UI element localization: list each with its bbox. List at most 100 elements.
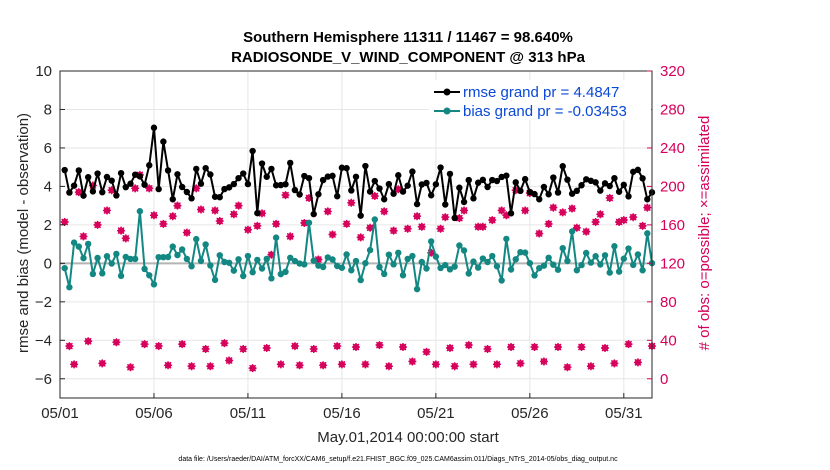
rmse-point [103,173,111,181]
y-tick-label-right: 160 [660,217,685,234]
obs-assimilated-point [140,340,149,349]
obs-assimilated-point [398,343,407,352]
obs-assimilated-point [220,339,229,348]
obs-assimilated-point [290,342,299,351]
bias-point [395,249,402,256]
obs-assimilated-point [121,234,130,243]
bias-point [611,243,618,250]
y-tick-label-left: 6 [44,140,52,157]
obs-assimilated-point [168,212,177,221]
bias-point [282,268,289,276]
bias-point [108,260,115,267]
obs-assimilated-point [478,222,487,231]
rmse-point [474,179,482,186]
y-axis-label-right: # of obs: o=possible; ×=assimilated [696,116,713,351]
bias-point [507,266,515,273]
rmse-point [141,181,148,188]
rmse-point [390,190,397,197]
bias-point [399,272,407,279]
bias-point [94,254,101,262]
obs-assimilated-point [206,362,215,371]
bias-point [470,258,477,265]
bias-point [517,248,524,256]
obs-assimilated-point [286,232,295,241]
obs-assimilated-point [145,184,154,193]
x-tick-label: 05/06 [135,405,173,422]
rmse-point [127,180,134,187]
rmse-point [197,180,205,187]
bias-point [202,241,209,248]
bias-point [141,265,148,273]
rmse-point [404,182,411,189]
bias-point [338,264,346,271]
bias-point [211,276,219,284]
bias-point [268,275,275,282]
bias-point [531,272,538,279]
bias-point [357,276,364,284]
rmse-point [512,179,519,186]
bias-point [221,258,228,266]
y-tick-label-left: −6 [35,371,52,388]
obs-assimilated-point [563,363,572,372]
bias-point [512,256,519,263]
bias-point [225,259,233,266]
bias-point [573,267,581,274]
obs-assimilated-point [643,203,652,212]
rmse-point [545,191,552,198]
bias-point [160,253,167,261]
legend-bias-label: bias grand pr = -0.03453 [463,103,627,120]
bias-point [164,253,172,261]
obs-assimilated-point [337,360,346,369]
y-tick-label-right: 40 [660,332,677,349]
rmse-point [493,177,501,185]
bias-point [404,255,411,263]
bias-point [103,253,111,260]
bias-point [117,272,125,280]
obs-assimilated-point [544,219,553,228]
obs-assimilated-point [300,218,309,227]
obs-assimilated-point [380,207,389,216]
rmse-point [634,166,642,174]
rmse-point [517,187,524,195]
obs-assimilated-point [248,364,257,373]
bias-point [545,254,552,261]
rmse-point [277,181,285,189]
rmse-point [413,200,421,208]
bias-point [84,240,92,248]
x-axis-label: May.01,2014 00:00:00 start [317,429,499,446]
bias-point [61,264,68,272]
rmse-point [395,172,402,179]
bias-point [427,238,435,245]
rmse-point [268,165,275,173]
rmse-point [282,181,289,188]
rmse-point [207,171,214,178]
bias-point [216,252,223,259]
obs-assimilated-point [131,184,140,193]
bias-point [155,253,162,261]
obs-assimilated-point [389,226,398,235]
bias-point [75,243,82,250]
rmse-point [310,210,317,218]
bias-point [66,284,73,291]
bias-point [442,261,449,269]
y-tick-label-left: 8 [44,101,52,118]
rmse-point [620,181,628,189]
rmse-point [437,164,444,171]
bias-point [465,270,472,277]
rmse-point [352,173,360,180]
y-tick-label-left: −4 [35,332,52,349]
rmse-point [240,170,247,177]
bias-point [644,230,651,237]
y-tick-label-right: 120 [660,255,685,272]
y-tick-label-left: 2 [44,217,52,234]
obs-assimilated-point [361,360,370,369]
obs-assimilated-point [521,206,530,215]
rmse-point [507,210,515,217]
bias-point [583,249,590,257]
obs-assimilated-point [201,344,210,353]
legend-rmse-marker [443,88,451,96]
bias-point [376,263,383,271]
obs-assimilated-point [352,343,360,352]
obs-assimilated-point [422,347,431,356]
obs-assimilated-point [173,201,182,210]
